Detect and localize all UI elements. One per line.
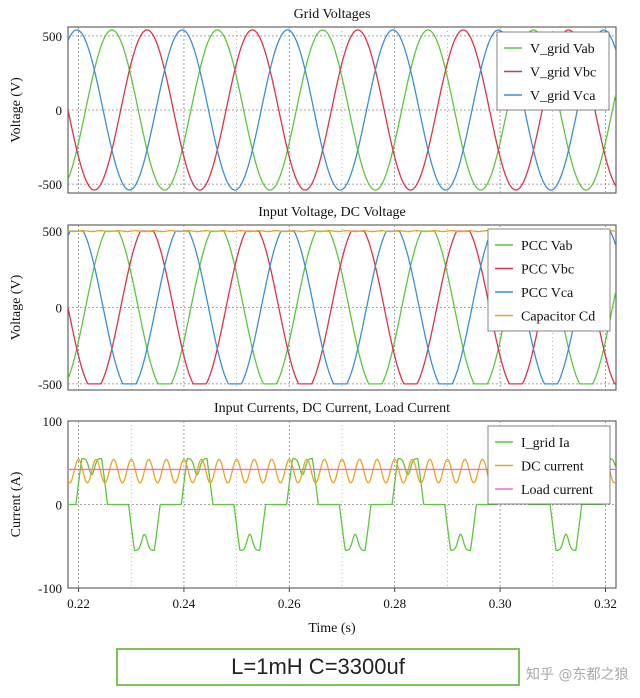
x-axis-label: Time (s) xyxy=(308,621,356,636)
y-tick-label: 0 xyxy=(56,498,63,513)
y-axis-label: Voltage (V) xyxy=(9,274,24,340)
caption-box: L=1mH C=3300uf xyxy=(116,648,520,686)
legend: I_grid Ia DC current Load current xyxy=(487,425,611,505)
legend-label: V_grid Vca xyxy=(530,89,596,104)
gridlines xyxy=(68,421,616,588)
y-tick-label: 0 xyxy=(56,103,63,118)
y-tick-label: 100 xyxy=(43,414,63,429)
chart-panel-3: -100 0 100 Input Currents, DC Current, Load… xyxy=(9,401,617,636)
chart-title: Input Currents, DC Current, Load Current xyxy=(214,401,450,416)
legend-label: Load current xyxy=(521,483,593,498)
y-tick-label: 0 xyxy=(56,301,63,316)
legend-label: V_grid Vab xyxy=(530,42,595,57)
y-tick-label: -100 xyxy=(38,581,62,596)
chart-title: Input Voltage, DC Voltage xyxy=(258,205,406,220)
y-axis-label: Voltage (V) xyxy=(9,77,24,143)
legend-label: I_grid Ia xyxy=(521,436,570,451)
y-tick-label: -500 xyxy=(38,177,62,192)
series-line-pcc-vbc xyxy=(68,230,616,385)
y-tick-label: 500 xyxy=(43,224,63,239)
x-tick-label: 0.32 xyxy=(594,596,617,611)
y-tick-label: -500 xyxy=(38,377,62,392)
caption-text: L=1mH C=3300uf xyxy=(231,654,405,679)
y-tick-label: 500 xyxy=(43,29,63,44)
legend-label: PCC Vab xyxy=(521,239,572,254)
legend: V_grid Vab V_grid Vbc V_grid Vca xyxy=(496,31,610,111)
legend-label: PCC Vca xyxy=(521,286,574,301)
figure: -500 0 500 Grid Voltages Voltage (V) V_grid V… xyxy=(9,7,617,636)
series-line-v-grid-vbc xyxy=(68,29,616,191)
x-tick-label: 0.24 xyxy=(173,596,196,611)
legend-label: DC current xyxy=(521,460,584,475)
y-axis-label: Current (A) xyxy=(9,471,24,537)
legend-label: PCC Vbc xyxy=(521,263,574,278)
x-tick-label: 0.28 xyxy=(383,596,406,611)
x-tick-label: 0.26 xyxy=(278,596,301,611)
legend-box xyxy=(487,228,611,332)
chart-title: Grid Voltages xyxy=(294,7,371,22)
watermark: 知乎 @东都之狼 xyxy=(526,667,629,683)
chart-panel-2: -500 0 500 Input Voltage, DC Voltage Voltage… xyxy=(9,205,617,392)
chart-panel-1: -500 0 500 Grid Voltages Voltage (V) V_grid V… xyxy=(9,7,617,194)
legend-label: V_grid Vbc xyxy=(530,66,596,81)
x-tick-label: 0.22 xyxy=(67,596,90,611)
legend-label: Capacitor Cd xyxy=(521,310,595,325)
x-tick-label: 0.30 xyxy=(489,596,512,611)
legend: PCC Vab PCC Vbc PCC Vca Capacitor Cd xyxy=(487,228,611,332)
